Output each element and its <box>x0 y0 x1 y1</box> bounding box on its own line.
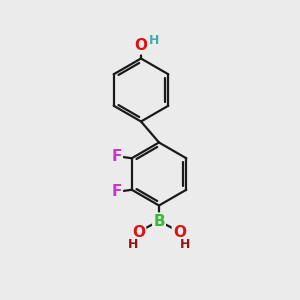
Text: O: O <box>173 225 186 240</box>
Text: F: F <box>112 184 122 199</box>
Text: H: H <box>148 34 159 47</box>
Text: O: O <box>134 38 148 53</box>
Text: H: H <box>128 238 138 251</box>
Text: H: H <box>180 238 190 251</box>
Text: F: F <box>112 149 122 164</box>
Text: B: B <box>153 214 165 229</box>
Text: O: O <box>132 225 145 240</box>
